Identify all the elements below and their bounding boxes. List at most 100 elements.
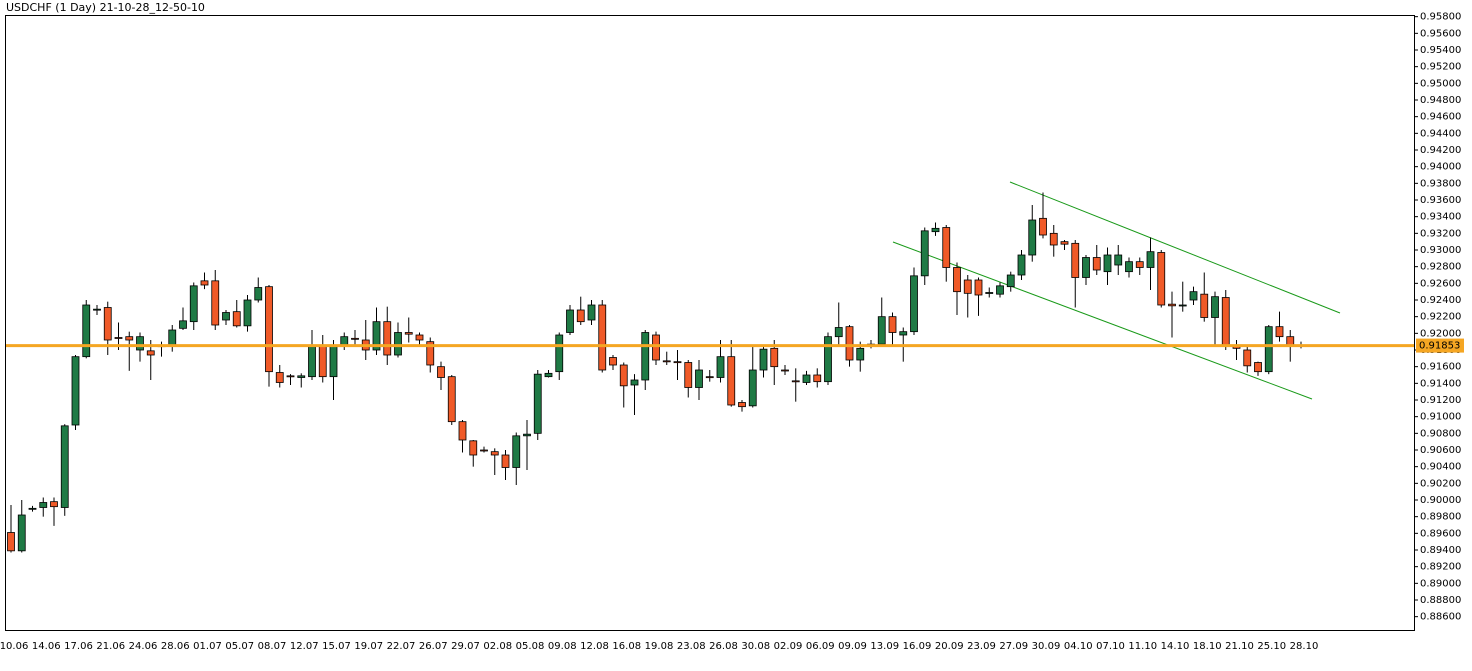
candle-body: [1049, 232, 1058, 246]
candle-body: [179, 320, 187, 329]
candle-body: [437, 366, 445, 378]
candle-body: [340, 336, 349, 346]
candle-body: [1071, 242, 1080, 278]
y-tick-label: 0.90200: [1420, 478, 1461, 489]
candle-body: [974, 279, 983, 296]
x-tick-label: 12.07: [290, 641, 319, 652]
candle-body: [415, 334, 424, 341]
x-tick-label: 15.07: [322, 641, 351, 652]
candle-body: [469, 440, 478, 456]
candle-body: [942, 227, 951, 268]
y-tick-label: 0.95600: [1420, 28, 1461, 39]
y-tick-label: 0.92800: [1420, 262, 1461, 273]
candle-body: [114, 337, 123, 339]
x-tick-label: 04.10: [1064, 641, 1093, 652]
candle-body: [211, 280, 220, 326]
x-tick-label: 07.10: [1096, 641, 1125, 652]
candle-body: [1200, 293, 1209, 318]
candle-body: [103, 307, 112, 341]
candle-body: [168, 329, 177, 346]
x-tick-label: 30.09: [1032, 641, 1061, 652]
candle-body: [598, 304, 607, 371]
x-tick-label: 11.10: [1128, 641, 1157, 652]
candle-body: [243, 299, 252, 327]
candle-body: [899, 331, 908, 336]
candle-body: [1157, 252, 1166, 306]
x-tick-label: 19.07: [354, 641, 383, 652]
candle-body: [458, 421, 467, 441]
candle-body: [136, 336, 144, 351]
candle-body: [523, 433, 531, 437]
x-tick-label: 16.09: [903, 641, 932, 652]
candle-body: [254, 287, 263, 301]
candle-body: [630, 379, 639, 386]
y-tick-label: 0.92600: [1420, 278, 1461, 289]
candle-body: [1243, 349, 1252, 367]
x-tick-label: 28.10: [1290, 641, 1319, 652]
candle-body: [1082, 257, 1090, 278]
candle-body: [93, 308, 101, 311]
candle-body: [748, 369, 757, 407]
candle-body: [824, 336, 832, 383]
candle-body: [1028, 219, 1037, 256]
x-tick-label: 29.07: [451, 641, 480, 652]
y-tick-label: 0.91600: [1420, 362, 1461, 373]
candle-body: [200, 280, 209, 286]
y-tick-label: 0.93200: [1420, 228, 1461, 239]
candle-body: [28, 507, 37, 510]
candle-body: [1125, 261, 1133, 273]
candle-body: [60, 425, 69, 508]
candle-body: [1060, 241, 1069, 245]
price-label: 0.91853: [1419, 341, 1460, 352]
x-tick-label: 21.06: [96, 641, 125, 652]
y-tick-label: 0.90400: [1420, 462, 1461, 473]
candle-body: [555, 334, 564, 373]
candle-body: [297, 375, 306, 378]
x-tick-label: 05.08: [516, 641, 545, 652]
x-tick-label: 27.09: [999, 641, 1028, 652]
candle-body: [619, 364, 628, 387]
y-tick-label: 0.89000: [1420, 578, 1461, 589]
x-tick-label: 23.08: [677, 641, 706, 652]
candle-body: [1178, 304, 1187, 307]
x-tick-label: 21.10: [1225, 641, 1254, 652]
candle-body: [308, 346, 316, 378]
candle-body: [1146, 251, 1155, 268]
candle-body: [888, 316, 897, 333]
candle-body: [931, 227, 940, 233]
x-tick-label: 02.08: [483, 641, 512, 652]
candle-body: [963, 279, 972, 294]
candle-body: [394, 332, 402, 356]
x-tick-label: 06.09: [806, 641, 835, 652]
y-tick-label: 0.94400: [1420, 128, 1461, 139]
y-tick-label: 0.95800: [1420, 12, 1461, 23]
candle-body: [1114, 254, 1123, 266]
y-tick-label: 0.91400: [1420, 378, 1461, 389]
x-tick-label: 13.09: [870, 641, 899, 652]
y-tick-label: 0.95000: [1420, 78, 1461, 89]
candle-body: [738, 402, 746, 408]
x-tick-label: 25.10: [1257, 641, 1286, 652]
candle-body: [845, 326, 854, 361]
candle-body: [856, 347, 865, 361]
x-tick-label: 17.06: [64, 641, 93, 652]
x-tick-label: 09.09: [838, 641, 867, 652]
candle-body: [50, 501, 58, 508]
y-tick-label: 0.95400: [1420, 45, 1461, 56]
x-tick-label: 20.09: [935, 641, 964, 652]
y-tick-label: 0.89600: [1420, 528, 1461, 539]
candle-body: [480, 449, 488, 452]
candle-body: [501, 454, 510, 468]
y-tick-label: 0.92200: [1420, 312, 1461, 323]
candle-body: [1264, 326, 1273, 373]
candle-body: [759, 348, 768, 371]
y-tick-label: 0.93400: [1420, 212, 1461, 223]
candle-body: [7, 532, 15, 552]
y-tick-label: 0.89200: [1420, 562, 1461, 573]
candle-body: [232, 311, 241, 327]
y-tick-label: 0.88800: [1420, 595, 1461, 606]
y-tick-label: 0.88600: [1420, 612, 1461, 623]
candle-body: [834, 327, 843, 338]
candle-body: [39, 502, 48, 508]
x-tick-label: 14.10: [1161, 641, 1190, 652]
